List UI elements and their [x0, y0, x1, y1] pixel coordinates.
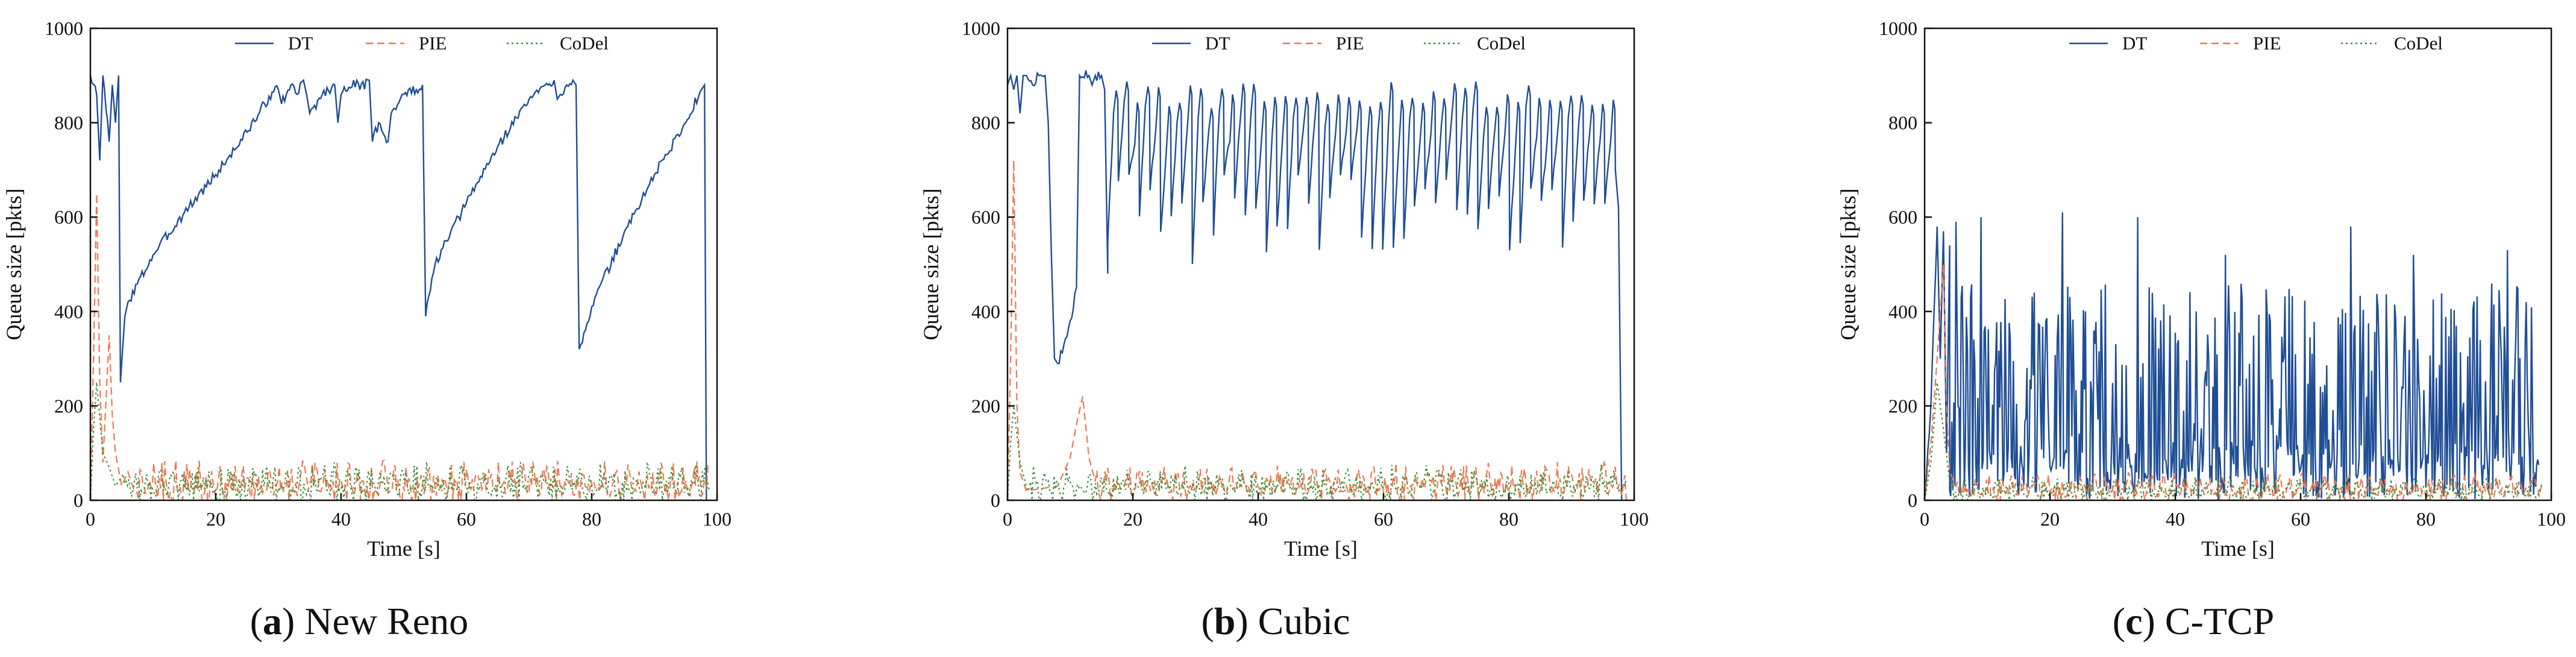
legend-label-dt: DT [2122, 33, 2147, 54]
caption-paren-close: ) [2143, 600, 2165, 643]
caption-title: Cubic [1258, 600, 1350, 643]
y-tick-label: 200 [54, 395, 83, 417]
caption-paren-open: ( [250, 600, 263, 643]
x-tick-label: 20 [1123, 508, 1142, 530]
caption-letter: a [263, 600, 282, 643]
caption-paren-open: ( [1201, 600, 1214, 643]
y-tick-label: 1000 [45, 17, 83, 39]
y-tick-label: 600 [971, 206, 1000, 228]
y-tick-label: 0 [991, 489, 1000, 511]
x-axis-label: Time [s] [367, 536, 440, 561]
legend-label-pie: PIE [1336, 33, 1364, 54]
y-tick-label: 200 [1888, 395, 1917, 417]
caption-title: New Reno [304, 600, 468, 643]
y-tick-label: 800 [54, 112, 83, 134]
x-tick-label: 0 [86, 508, 95, 530]
plot-frame [1006, 27, 1635, 501]
y-tick-label: 0 [74, 489, 83, 511]
series-line-dt [90, 75, 707, 500]
series-line-dt [1008, 70, 1623, 500]
legend-label-codel: CoDel [560, 33, 609, 54]
caption-letter: b [1214, 600, 1236, 643]
x-tick-label: 60 [457, 508, 476, 530]
series-line-codel [1008, 406, 1627, 500]
x-tick-label: 20 [206, 508, 225, 530]
legend-label-dt: DT [288, 33, 313, 54]
y-tick-label: 800 [971, 112, 1000, 134]
x-tick-label: 100 [1620, 508, 1649, 530]
caption-paren-open: ( [2113, 600, 2125, 643]
x-tick-label: 0 [1920, 508, 1929, 530]
x-tick-label: 60 [1374, 508, 1393, 530]
series-line-codel [90, 382, 710, 500]
legend-label-pie: PIE [2253, 33, 2281, 54]
x-tick-label: 80 [582, 508, 601, 530]
legend: DT PIE CoDel [1152, 33, 1526, 54]
caption-paren-close: ) [282, 600, 304, 643]
y-tick-label: 600 [54, 206, 83, 228]
y-tick-label: 600 [1888, 206, 1917, 228]
panel-caption: (c) C-TCP [2113, 600, 2274, 643]
legend-label-codel: CoDel [2394, 33, 2443, 54]
panel-caption: (b) Cubic [1201, 600, 1350, 643]
y-tick-label: 0 [1908, 489, 1917, 511]
legend: DT PIE CoDel [2069, 33, 2443, 54]
y-axis-label: Queue size [pkts] [2, 189, 26, 341]
legend: DT PIE CoDel [235, 33, 609, 54]
x-axis-label: Time [s] [1284, 536, 1358, 561]
y-axis-label: Queue size [pkts] [919, 189, 943, 341]
x-tick-label: 40 [331, 508, 351, 530]
caption-title: C-TCP [2165, 600, 2274, 643]
series-line-pie [90, 193, 710, 500]
y-tick-label: 400 [971, 301, 1000, 322]
y-axis-label: Queue size [pkts] [1836, 189, 1860, 341]
plot-frame [1923, 27, 2552, 501]
series-line-codel [1925, 382, 2543, 500]
x-tick-label: 100 [2537, 508, 2566, 530]
y-tick-label: 200 [971, 395, 1000, 417]
x-tick-label: 20 [2040, 508, 2060, 530]
y-tick-label: 1000 [962, 17, 1000, 39]
x-tick-label: 100 [703, 508, 732, 530]
y-tick-label: 800 [1888, 112, 1917, 134]
x-tick-label: 40 [2166, 508, 2185, 530]
x-tick-label: 80 [2416, 508, 2436, 530]
x-tick-label: 0 [1003, 508, 1012, 530]
legend-label-pie: PIE [419, 33, 447, 54]
legend-label-codel: CoDel [1477, 33, 1526, 54]
caption-paren-close: ) [1235, 600, 1258, 643]
y-tick-label: 1000 [1879, 17, 1917, 39]
y-tick-label: 400 [54, 301, 83, 322]
series-line-pie [1925, 264, 2544, 500]
x-tick-label: 60 [2291, 508, 2310, 530]
x-tick-label: 80 [1499, 508, 1518, 530]
caption-letter: c [2125, 600, 2142, 643]
y-tick-label: 400 [1888, 301, 1917, 322]
panel-caption: (a) New Reno [250, 600, 469, 643]
series-line-pie [1008, 160, 1627, 500]
series-line-dt [1925, 212, 2540, 500]
legend-label-dt: DT [1205, 33, 1230, 54]
x-axis-label: Time [s] [2201, 536, 2275, 561]
x-tick-label: 40 [1249, 508, 1268, 530]
plot-frame [89, 27, 718, 501]
